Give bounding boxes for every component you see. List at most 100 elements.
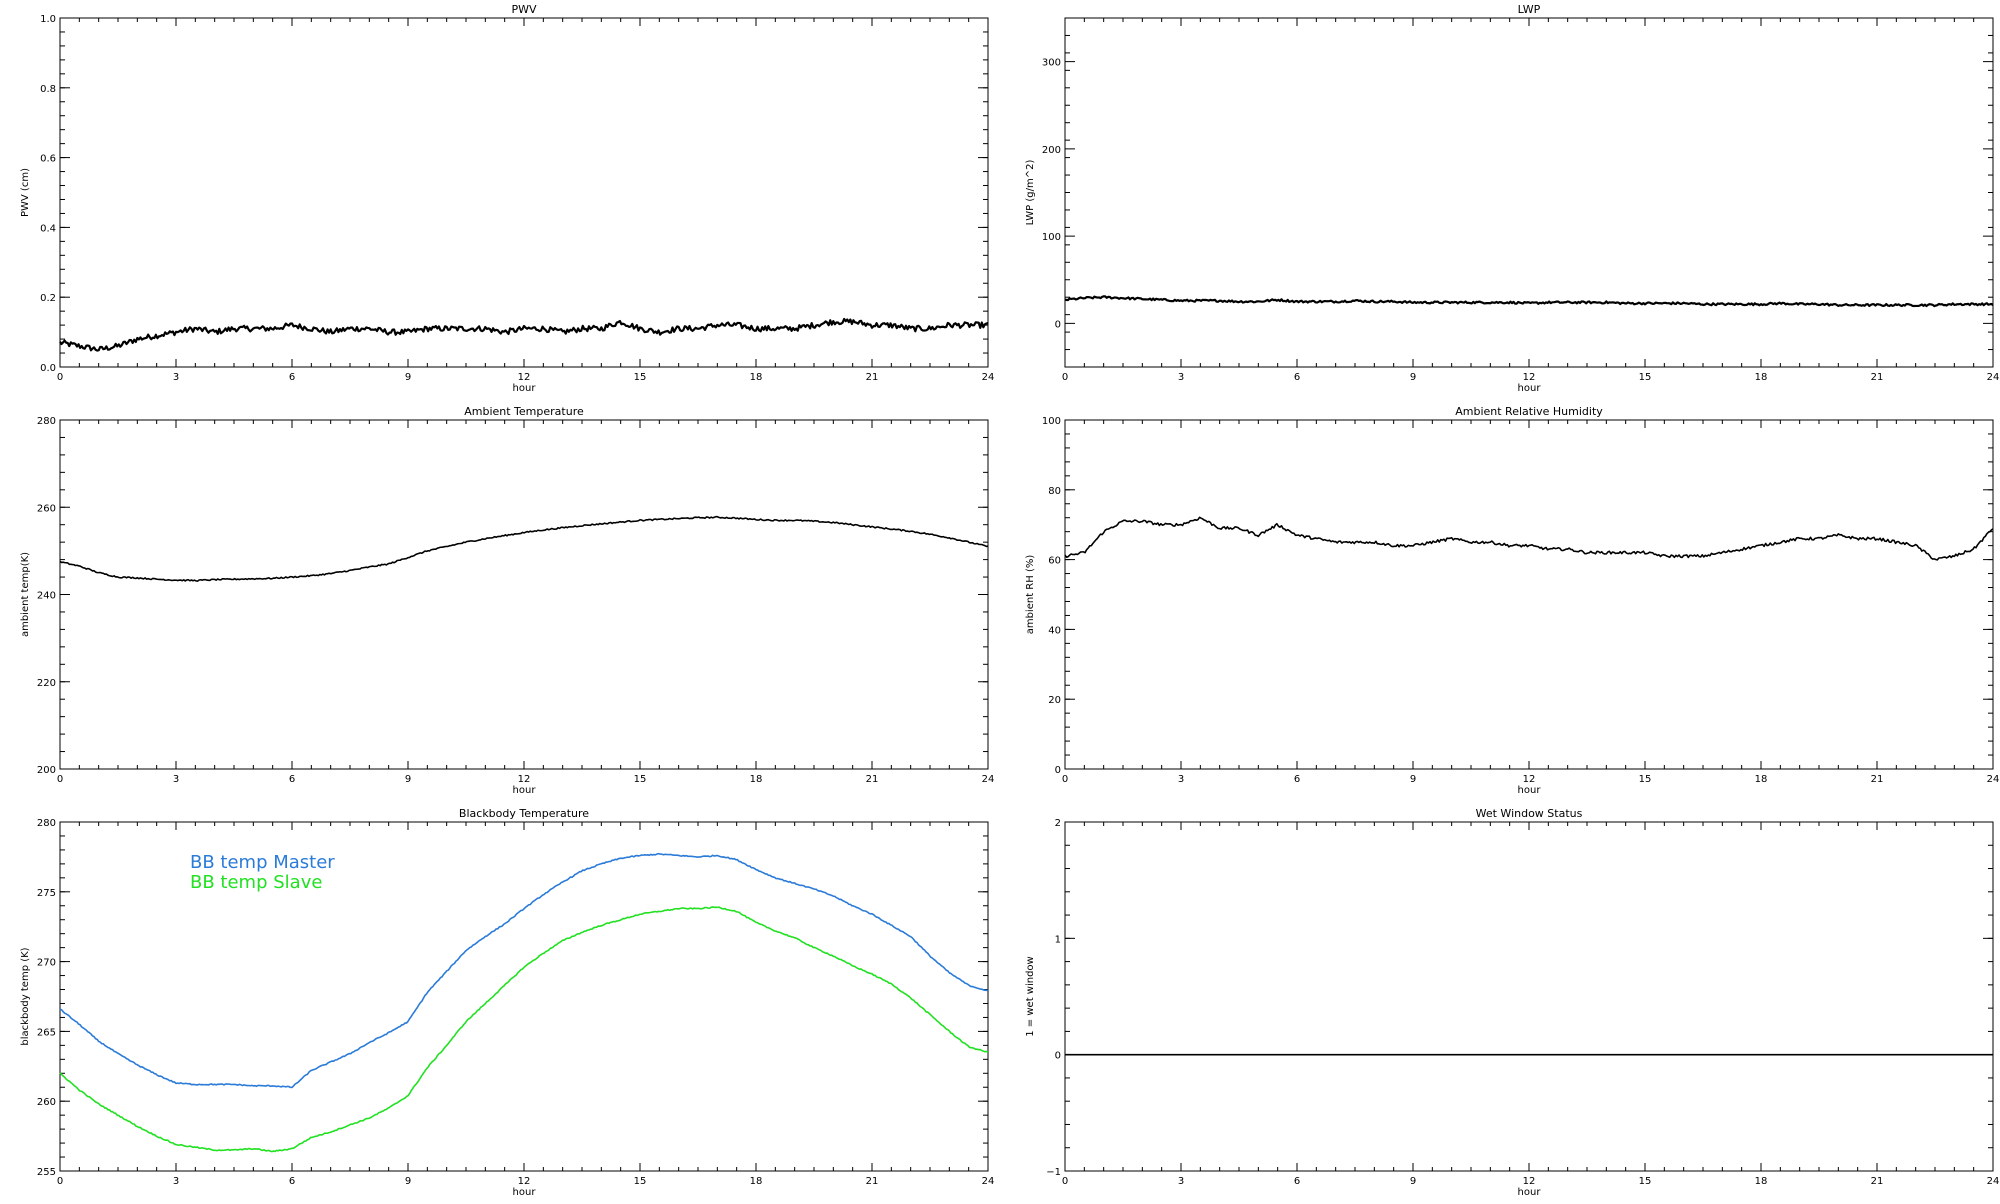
- x-tick-label: 6: [1294, 774, 1300, 785]
- x-tick-label: 18: [750, 774, 763, 785]
- panel-0: PWV 0 3 6 9 12 15 18 21 24 0.0 0.2 0.4 0.6 0.8 1.0 hour P…: [20, 3, 994, 394]
- x-tick-label: 21: [866, 774, 879, 785]
- x-tick-label: 24: [982, 372, 995, 383]
- y-tick-label: 1.0: [40, 14, 56, 25]
- panel-title: Wet Window Status: [1476, 807, 1583, 820]
- x-tick-label: 3: [173, 372, 179, 383]
- x-axis-label: hour: [1518, 1187, 1542, 1198]
- y-tick-label: 200: [1042, 145, 1061, 156]
- series-line-1: [59, 906, 989, 1153]
- x-tick-label: 15: [1639, 372, 1652, 383]
- x-axis-label: hour: [1518, 785, 1542, 796]
- plot-frame: [1064, 821, 1994, 1172]
- x-axis-label: hour: [1518, 383, 1542, 394]
- x-tick-label: 12: [518, 372, 531, 383]
- x-axis-label: hour: [513, 383, 537, 394]
- y-tick-label: 0.0: [40, 363, 56, 374]
- plot-frame: [1064, 17, 1994, 368]
- x-tick-label: 0: [57, 1176, 63, 1187]
- x-tick-label: 12: [518, 1176, 531, 1187]
- x-tick-label: 24: [1987, 372, 2000, 383]
- x-tick-label: 21: [1871, 1176, 1884, 1187]
- x-tick-label: 0: [57, 372, 63, 383]
- x-tick-label: 3: [1178, 774, 1184, 785]
- x-tick-label: 18: [1755, 774, 1768, 785]
- x-tick-label: 15: [634, 1176, 647, 1187]
- y-tick-label: 270: [37, 958, 56, 969]
- x-axis-label: hour: [513, 785, 537, 796]
- y-tick-label: 0.6: [40, 154, 56, 165]
- y-axis-label: 1 = wet window: [1025, 956, 1036, 1036]
- x-tick-label: 3: [173, 774, 179, 785]
- x-tick-label: 3: [173, 1176, 179, 1187]
- series-line-0: [59, 515, 989, 582]
- x-tick-label: 12: [1523, 372, 1536, 383]
- y-tick-label: 100: [1042, 232, 1061, 243]
- y-axis-label: ambient RH (%): [1025, 555, 1036, 635]
- y-tick-label: 220: [37, 678, 56, 689]
- panel-title: Ambient Relative Humidity: [1455, 405, 1603, 418]
- y-tick-label: 260: [37, 503, 56, 514]
- x-tick-label: 9: [1410, 372, 1416, 383]
- panel-title: Ambient Temperature: [464, 405, 584, 418]
- y-tick-label: 0.4: [40, 223, 56, 234]
- x-tick-label: 15: [1639, 1176, 1652, 1187]
- series-line-0: [1064, 295, 1994, 308]
- x-tick-label: 15: [634, 774, 647, 785]
- x-axis-label: hour: [513, 1187, 537, 1198]
- x-tick-label: 21: [866, 1176, 879, 1187]
- y-tick-label: 0: [1055, 319, 1061, 330]
- y-axis-label: LWP (g/m^2): [1025, 160, 1036, 226]
- x-tick-label: 0: [1062, 774, 1068, 785]
- series-line-0: [59, 852, 989, 1089]
- x-tick-label: 9: [405, 372, 411, 383]
- y-tick-label: 2: [1055, 818, 1061, 829]
- x-tick-label: 9: [1410, 1176, 1416, 1187]
- plot-frame: [59, 17, 989, 368]
- plot-frame: [59, 419, 989, 770]
- y-tick-label: 80: [1048, 486, 1061, 497]
- series-line-0: [1064, 516, 1994, 561]
- x-tick-label: 18: [750, 372, 763, 383]
- y-axis-label: blackbody temp (K): [20, 947, 31, 1045]
- y-axis-label: ambient temp(K): [20, 552, 31, 637]
- y-axis-label: PWV (cm): [20, 168, 31, 217]
- x-tick-label: 12: [518, 774, 531, 785]
- x-tick-label: 9: [1410, 774, 1416, 785]
- x-tick-label: 18: [750, 1176, 763, 1187]
- x-tick-label: 15: [1639, 774, 1652, 785]
- y-tick-label: 20: [1048, 695, 1061, 706]
- x-tick-label: 3: [1178, 372, 1184, 383]
- x-tick-label: 24: [982, 1176, 995, 1187]
- y-tick-label: 240: [37, 591, 56, 602]
- y-tick-label: 200: [37, 765, 56, 776]
- x-tick-label: 6: [1294, 1176, 1300, 1187]
- y-tick-label: 280: [37, 818, 56, 829]
- x-tick-label: 6: [289, 1176, 295, 1187]
- x-tick-label: 12: [1523, 774, 1536, 785]
- x-tick-label: 0: [57, 774, 63, 785]
- x-tick-label: 3: [1178, 1176, 1184, 1187]
- x-tick-label: 0: [1062, 1176, 1068, 1187]
- x-tick-label: 0: [1062, 372, 1068, 383]
- x-tick-label: 18: [1755, 1176, 1768, 1187]
- x-tick-label: 24: [1987, 1176, 2000, 1187]
- y-tick-label: 275: [37, 888, 56, 899]
- y-tick-label: 0: [1055, 1051, 1061, 1062]
- x-tick-label: 9: [405, 1176, 411, 1187]
- x-tick-label: 15: [634, 372, 647, 383]
- plot-frame: [1064, 419, 1994, 770]
- x-tick-label: 21: [1871, 372, 1884, 383]
- y-tick-label: 40: [1048, 625, 1061, 636]
- x-tick-label: 18: [1755, 372, 1768, 383]
- panel-4: Blackbody Temperature 0 3 6 9 12 15 18 21 24 255 26…: [20, 807, 994, 1198]
- y-tick-label: 100: [1042, 416, 1061, 427]
- y-tick-label: 60: [1048, 556, 1061, 567]
- panel-2: Ambient Temperature 0 3 6 9 12 15 18 21 24 200 220 2…: [20, 405, 994, 796]
- legend-entry: BB temp Slave: [190, 872, 322, 893]
- x-tick-label: 6: [289, 774, 295, 785]
- panel-title: Blackbody Temperature: [459, 807, 589, 820]
- y-tick-label: 260: [37, 1097, 56, 1108]
